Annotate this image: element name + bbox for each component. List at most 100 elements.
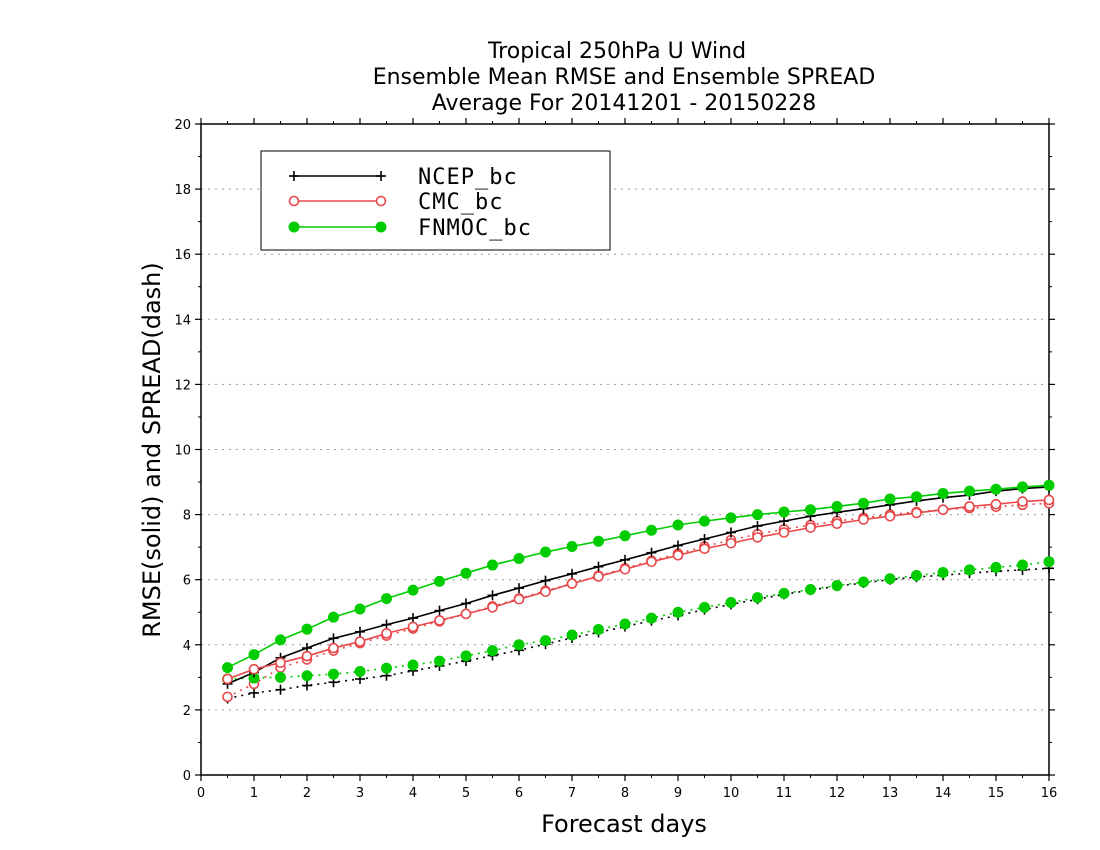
point-FNMOC_bc-spread-4 — [328, 668, 339, 680]
point-NCEP_bc-rmse-5 — [355, 626, 365, 637]
point-CMC_bc-rmse-19 — [725, 537, 737, 549]
y-tick-label-3: 6 — [183, 574, 191, 589]
point-CMC_bc-rmse-12 — [540, 586, 551, 598]
point-NCEP_bc-rmse-8 — [434, 605, 445, 616]
point-FNMOC_bc-spread-8 — [434, 655, 445, 667]
x-tick-label-1: 1 — [250, 786, 258, 801]
x-tick-label-2: 2 — [303, 786, 311, 801]
point-CMC_bc-rmse-31 — [1043, 494, 1055, 506]
point-FNMOC_bc-rmse-26 — [911, 491, 922, 503]
point-NCEP_bc-rmse-4 — [328, 633, 339, 644]
point-FNMOC_bc-rmse-20 — [752, 509, 763, 521]
legend-label-CMC_bc: CMC_bc — [418, 190, 503, 215]
point-FNMOC_bc-rmse-16 — [646, 524, 657, 536]
point-CMC_bc-rmse-3 — [301, 650, 313, 662]
series-line-FNMOC_bc-rmse — [227, 484, 1050, 669]
point-NCEP_bc-rmse-19 — [726, 527, 736, 538]
point-CMC_bc-rmse-6 — [381, 628, 392, 639]
y-tick-label-7: 14 — [174, 313, 191, 328]
point-FNMOC_bc-spread-17 — [672, 606, 684, 618]
legend-marker-start-NCEP_bc — [289, 171, 299, 181]
point-NCEP_bc-rmse-13 — [567, 568, 577, 579]
legend-label-FNMOC_bc: FNMOC_bc — [418, 216, 532, 241]
point-FNMOC_bc-rmse-22 — [805, 504, 816, 516]
x-tick-label-3: 3 — [356, 786, 364, 801]
point-FNMOC_bc-rmse-6 — [381, 593, 392, 605]
point-CMC_bc-rmse-20 — [752, 532, 763, 543]
point-FNMOC_bc-spread-6 — [381, 662, 392, 674]
series-line-NCEP_bc-rmse — [227, 486, 1050, 685]
point-CMC_bc-rmse-30 — [1017, 496, 1028, 507]
x-tick-label-12: 12 — [829, 786, 846, 801]
legend-marker-start-FNMOC_bc — [288, 221, 300, 233]
point-NCEP_bc-rmse-15 — [620, 554, 630, 565]
point-CMC_bc-rmse-9 — [460, 608, 472, 620]
point-FNMOC_bc-spread-5 — [354, 665, 366, 677]
point-FNMOC_bc-spread-14 — [593, 624, 604, 636]
x-tick-label-5: 5 — [462, 786, 470, 801]
point-FNMOC_bc-rmse-4 — [328, 611, 339, 623]
point-FNMOC_bc-spread-22 — [805, 583, 816, 595]
y-tick-label-9: 18 — [174, 183, 191, 198]
x-tick-label-8: 8 — [621, 786, 629, 801]
point-FNMOC_bc-rmse-31 — [1043, 479, 1055, 491]
point-FNMOC_bc-spread-7 — [407, 659, 419, 671]
y-tick-label-8: 16 — [174, 248, 191, 263]
chart-title: Tropical 250hPa U Wind — [487, 39, 746, 64]
point-FNMOC_bc-spread-29 — [990, 561, 1002, 573]
series-line-FNMOC_bc-spread — [227, 561, 1050, 680]
point-FNMOC_bc-spread-31 — [1043, 556, 1055, 568]
x-tick-label-16: 16 — [1041, 786, 1058, 801]
point-NCEP_bc-rmse-7 — [408, 613, 418, 624]
point-CMC_bc-rmse-11 — [513, 593, 525, 605]
point-FNMOC_bc-rmse-13 — [566, 540, 578, 552]
series-layer — [222, 479, 1055, 704]
point-CMC_bc-rmse-23 — [831, 518, 843, 530]
point-FNMOC_bc-rmse-24 — [858, 497, 869, 509]
point-CMC_bc-rmse-5 — [354, 636, 366, 647]
point-FNMOC_bc-spread-27 — [937, 567, 949, 579]
point-FNMOC_bc-spread-30 — [1017, 559, 1028, 571]
point-FNMOC_bc-spread-2 — [275, 671, 286, 683]
x-axis-label: Forecast days — [541, 810, 707, 838]
point-FNMOC_bc-rmse-28 — [964, 485, 975, 497]
point-NCEP_bc-rmse-6 — [381, 619, 392, 630]
x-tick-label-15: 15 — [988, 786, 1005, 801]
point-FNMOC_bc-rmse-8 — [434, 575, 445, 587]
point-NCEP_bc-rmse-14 — [593, 561, 604, 572]
point-FNMOC_bc-rmse-21 — [778, 506, 790, 518]
point-CMC_bc-rmse-22 — [805, 522, 816, 533]
point-FNMOC_bc-spread-16 — [646, 612, 657, 624]
y-tick-label-10: 20 — [174, 118, 191, 133]
point-FNMOC_bc-rmse-0 — [222, 662, 233, 674]
point-CMC_bc-rmse-28 — [964, 501, 975, 512]
point-FNMOC_bc-rmse-17 — [672, 519, 684, 531]
point-FNMOC_bc-rmse-5 — [354, 603, 366, 615]
point-CMC_bc-rmse-10 — [487, 602, 498, 613]
point-FNMOC_bc-rmse-27 — [937, 487, 949, 499]
point-FNMOC_bc-spread-11 — [513, 639, 525, 651]
point-FNMOC_bc-spread-23 — [831, 580, 843, 592]
legend-label-NCEP_bc: NCEP_bc — [418, 165, 518, 190]
point-CMC_bc-rmse-7 — [407, 621, 419, 633]
x-tick-label-0: 0 — [197, 786, 205, 801]
y-axis-label: RMSE(solid) and SPREAD(dash) — [138, 262, 166, 638]
point-CMC_bc-rmse-8 — [434, 615, 445, 626]
point-CMC_bc-rmse-16 — [646, 556, 657, 568]
legend-marker-end-FNMOC_bc — [375, 221, 387, 233]
point-NCEP_bc-rmse-18 — [699, 534, 710, 545]
point-NCEP_bc-rmse-21 — [779, 516, 789, 527]
x-tick-label-11: 11 — [776, 786, 793, 801]
legend-marker-end-CMC_bc — [375, 195, 387, 207]
point-NCEP_bc-rmse-20 — [752, 520, 763, 531]
point-FNMOC_bc-rmse-1 — [248, 649, 260, 661]
point-CMC_bc-rmse-26 — [911, 507, 922, 519]
point-CMC_bc-rmse-21 — [778, 527, 790, 538]
point-CMC_bc-rmse-17 — [672, 549, 684, 561]
point-CMC_bc-rmse-4 — [328, 642, 339, 654]
point-FNMOC_bc-spread-3 — [301, 670, 313, 682]
point-FNMOC_bc-spread-10 — [487, 645, 498, 657]
legend-marker-start-CMC_bc — [288, 195, 300, 207]
point-CMC_bc-rmse-13 — [566, 578, 578, 589]
point-NCEP_bc-rmse-10 — [487, 590, 498, 601]
